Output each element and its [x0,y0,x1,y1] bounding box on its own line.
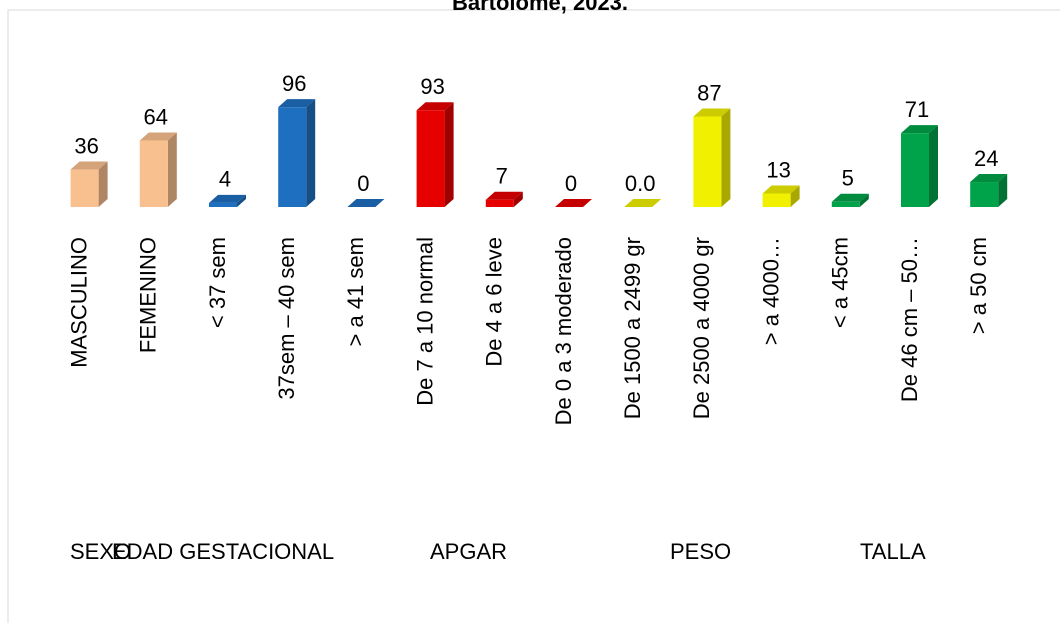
bar [485,199,514,207]
group-label: SEXO [70,539,131,564]
bar-top [693,108,731,117]
bar-top [347,199,385,207]
x-tick-label: > a 4000… [758,237,783,345]
bar-top [139,132,177,141]
bar-top [970,174,1008,183]
value-label: 36 [74,133,98,158]
bar-top [209,194,246,203]
x-tick-label: De 0 a 3 moderado [551,237,576,425]
x-tick-label: < a 45cm [828,237,853,328]
bar [693,116,722,207]
bar-side [444,102,454,207]
bar-top [762,185,800,194]
bar-side [998,174,1008,207]
bar-top [831,193,869,202]
bar [416,110,445,207]
x-tick-label: De 2500 a 4000 gr [689,237,714,419]
value-label: 0.0 [625,171,656,196]
group-label: EDAD GESTACIONAL [112,539,334,564]
x-tick-label: 37sem – 40 sem [274,237,299,400]
value-label: 0 [357,171,369,196]
bar-top [416,102,454,111]
bar-top [901,125,938,134]
x-tick-label: > a 50 cm [966,237,991,334]
bar [209,202,237,207]
group-label: APGAR [430,539,507,564]
value-label: 87 [697,80,721,105]
bar-side [167,132,177,207]
bar [139,140,168,207]
chart-title: Bartolomé, 2023. [452,0,628,15]
bar-side [513,191,523,207]
bar [831,201,860,207]
x-tick-label: FEMENINO [136,237,161,353]
bar-side [721,108,731,207]
value-label: 71 [905,97,929,122]
bar-top [70,161,108,170]
group-label: TALLA [860,539,926,564]
x-tick-label: De 4 a 6 leve [482,237,507,367]
bar-top [278,99,316,108]
value-label: 64 [144,104,168,129]
x-tick-label: De 7 a 10 normal [412,237,437,406]
bar-top [555,199,592,207]
x-tick-label: MASCULINO [66,237,91,368]
bar-side [306,99,316,207]
x-tick-label: > a 41 sem [343,237,368,346]
bar-top [485,191,523,200]
value-label: 7 [496,164,508,189]
value-label: 24 [974,146,998,171]
x-tick-label: De 1500 a 2499 gr [620,237,645,419]
bar-top [624,199,662,207]
bar-side [98,161,108,207]
value-label: 93 [420,74,444,99]
chart-frame [7,9,1060,623]
bar-side [859,193,869,207]
bar-side [790,185,800,207]
value-label: 96 [282,71,306,96]
bar [70,169,99,207]
value-label: 0 [565,171,577,196]
bar [901,133,929,207]
group-label: PESO [670,539,731,564]
bar-side [929,125,938,207]
value-label: 5 [842,166,854,191]
x-tick-label: De 46 cm – 50… [897,237,922,402]
x-tick-label: < 37 sem [205,237,230,328]
bar [278,107,307,207]
bar-side [237,194,246,207]
bar [762,193,791,207]
value-label: 4 [219,167,231,192]
bar [970,182,999,207]
value-label: 13 [766,157,790,182]
